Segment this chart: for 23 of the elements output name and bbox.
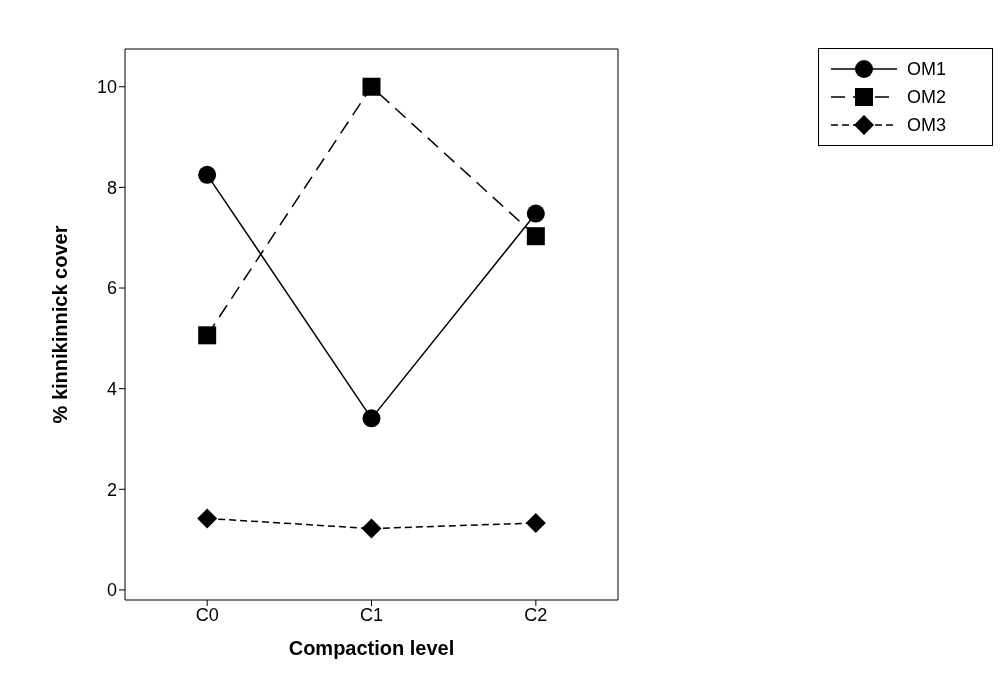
point [525, 513, 546, 534]
x-tick-label: C1 [359, 604, 384, 625]
y-tick-label: 8 [106, 177, 117, 198]
x-tick-label: C2 [524, 604, 548, 625]
point [362, 77, 381, 96]
y-tick-label: 2 [106, 479, 117, 500]
point [362, 409, 381, 428]
y-tick-label: 0 [106, 580, 117, 601]
y-tick-label: 10 [96, 77, 117, 98]
point [198, 165, 217, 184]
y-tick-label: 6 [106, 278, 117, 299]
y-axis-title: % kinnikinnick cover [49, 225, 72, 424]
legend-label: OM2 [907, 86, 947, 108]
legend-label: OM3 [907, 114, 947, 136]
x-tick-label: C0 [195, 604, 219, 625]
y-tick-label: 4 [106, 379, 117, 400]
point [526, 227, 545, 246]
point [526, 204, 545, 223]
x-axis-title: Compaction level [288, 637, 455, 659]
point [198, 326, 217, 345]
point [197, 508, 218, 529]
point [361, 518, 382, 539]
legend-label: OM1 [907, 58, 947, 80]
